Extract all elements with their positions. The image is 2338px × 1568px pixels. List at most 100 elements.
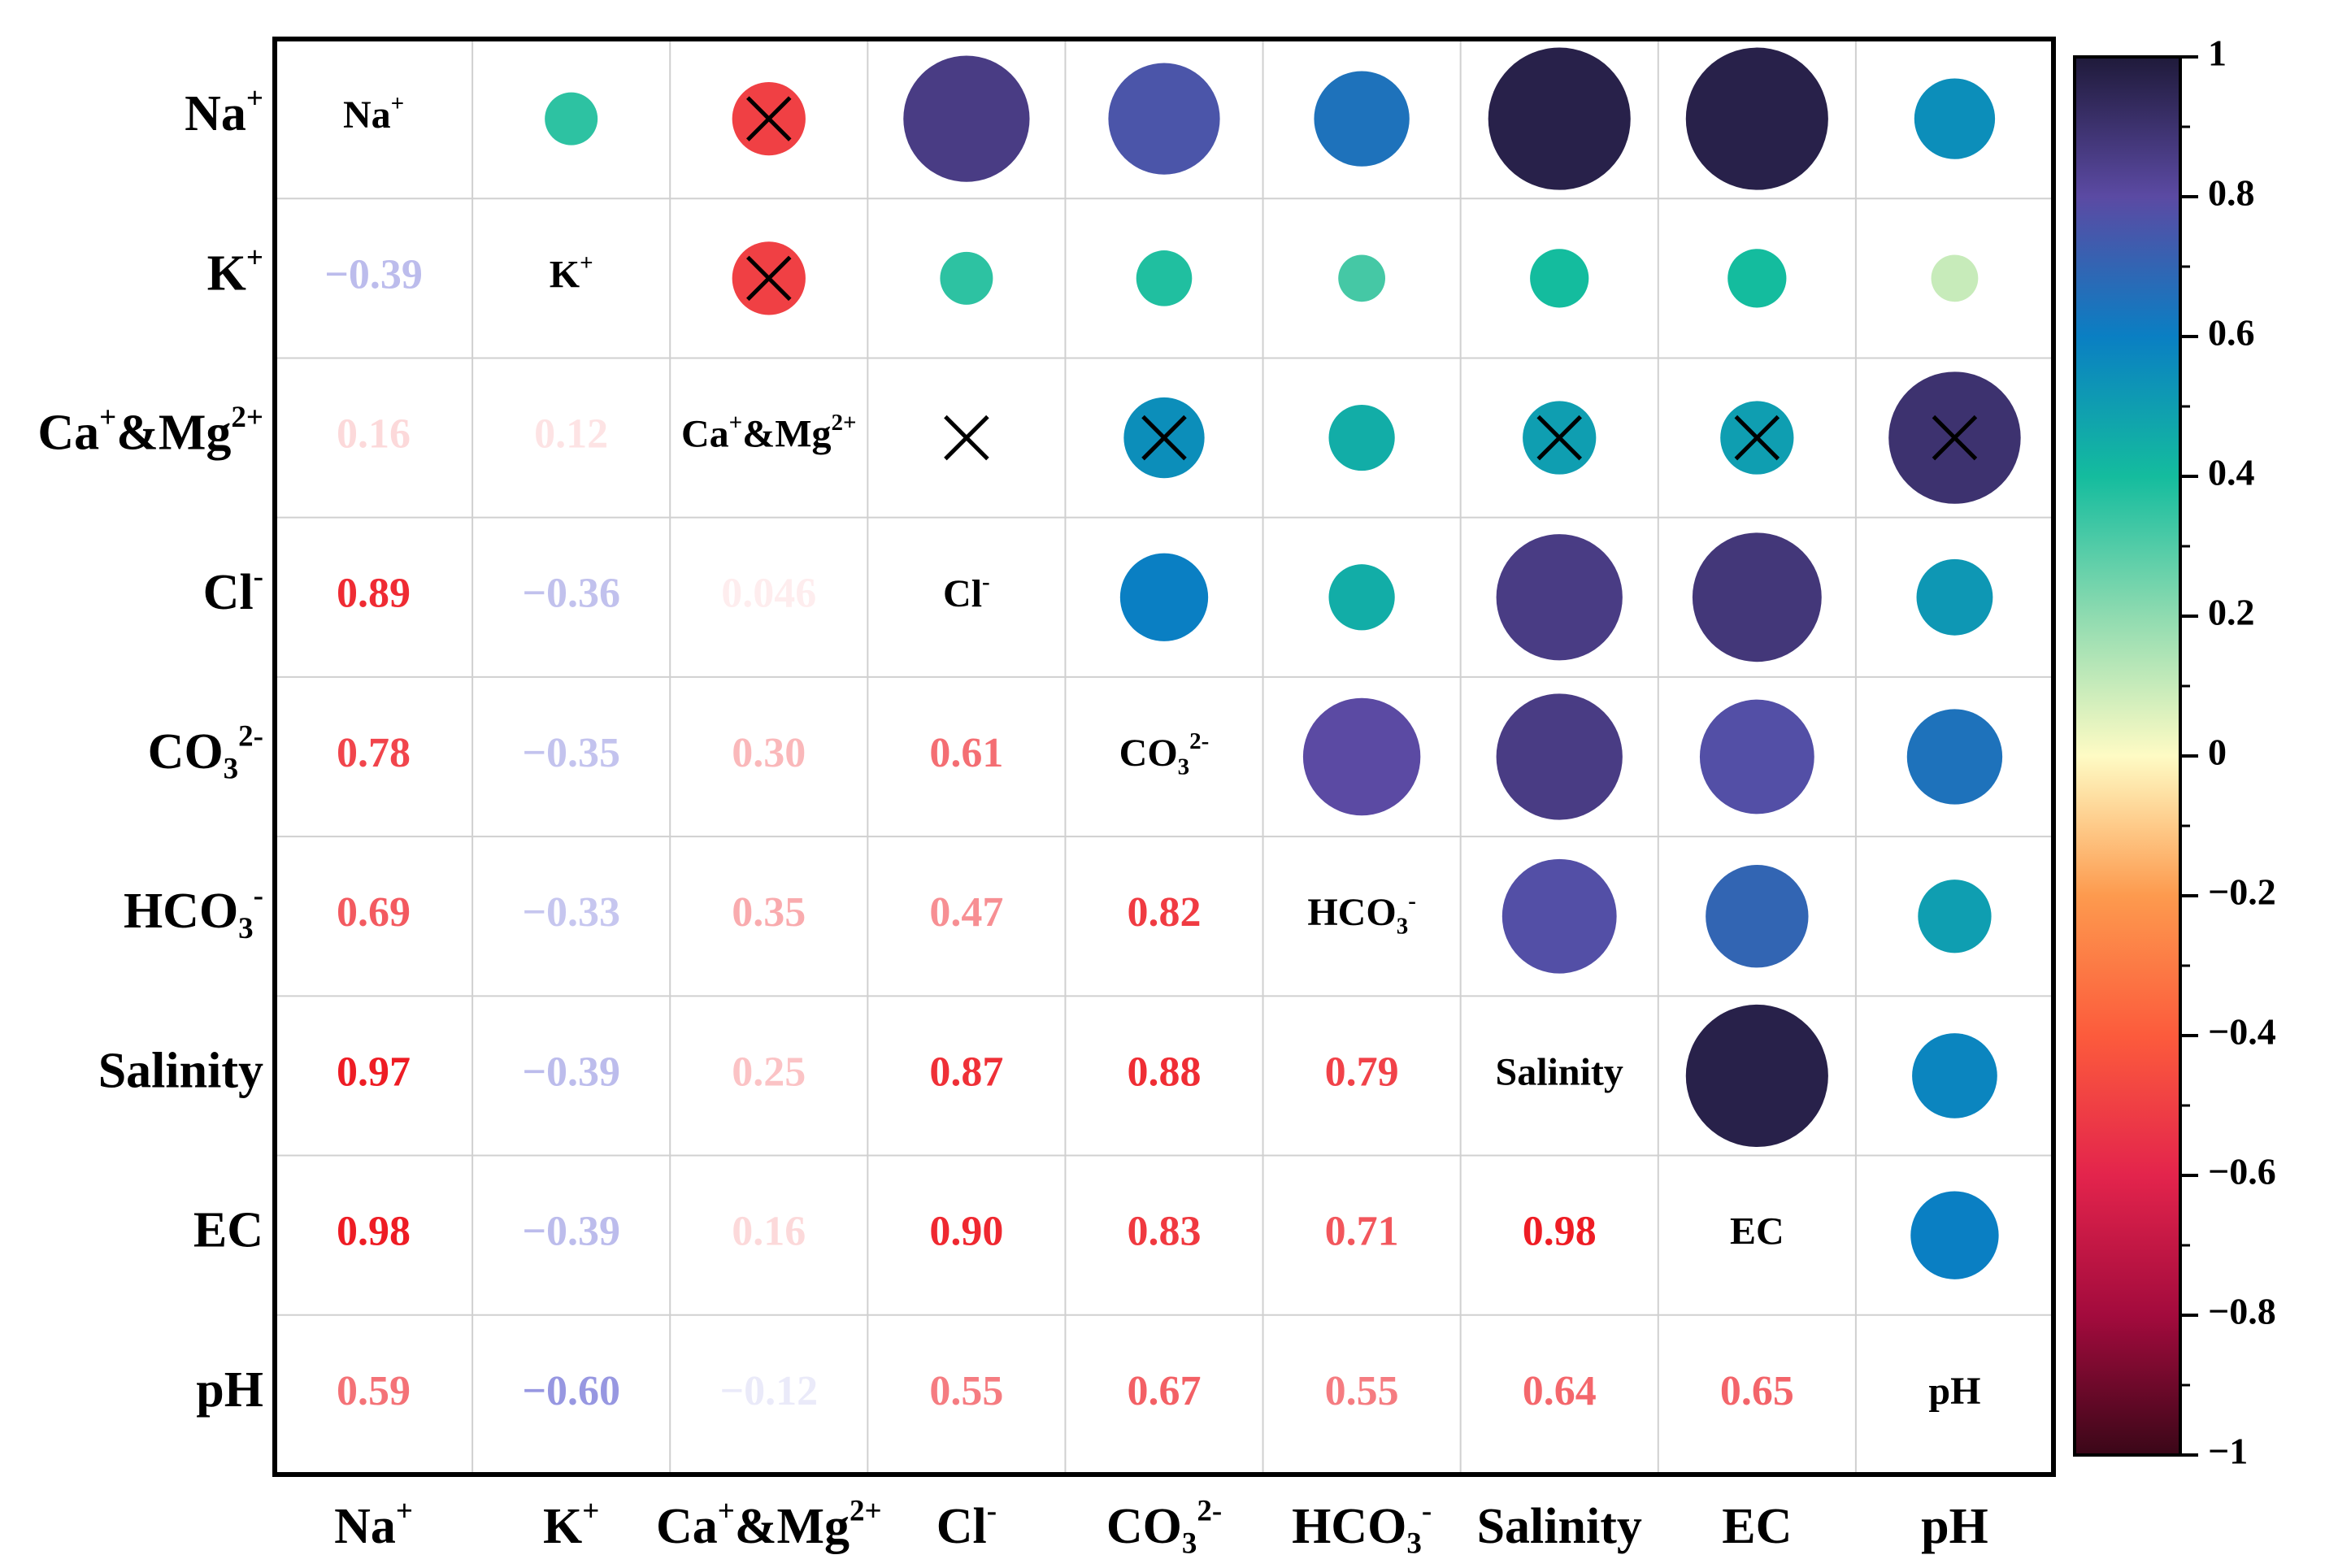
correlation-value: 0.67 xyxy=(1128,1368,1202,1414)
correlation-value: −0.36 xyxy=(522,571,620,617)
column-label: pH xyxy=(1921,1499,1988,1554)
correlation-value: 0.79 xyxy=(1325,1049,1399,1095)
correlation-value: 0.65 xyxy=(1720,1368,1794,1414)
correlation-value: 0.71 xyxy=(1325,1209,1399,1255)
correlation-circle xyxy=(1706,865,1809,968)
correlation-circle xyxy=(1685,47,1828,190)
correlation-value: −0.35 xyxy=(522,730,620,776)
correlation-value: 0.046 xyxy=(721,571,816,617)
correlation-value: 0.16 xyxy=(337,410,411,457)
correlation-circle xyxy=(1906,709,2003,805)
correlation-circle xyxy=(1685,1004,1828,1147)
correlation-value: 0.90 xyxy=(929,1209,1003,1255)
correlation-value: −0.12 xyxy=(719,1368,818,1414)
correlation-value: −0.39 xyxy=(522,1209,620,1255)
colorbar: 1 0.8 0.6 0.4 0.2 0 −0.2 −0.4 −0.6 −0.8 −1 xyxy=(2073,33,2276,1472)
correlation-value: 0.55 xyxy=(929,1368,1003,1414)
insignificant-mark xyxy=(1734,415,1780,461)
row-label: pH xyxy=(196,1362,263,1418)
correlation-value: 0.30 xyxy=(732,730,806,776)
column-label: Ca+&Mg2+ xyxy=(656,1495,882,1554)
diagonal-label: pH xyxy=(1928,1370,1980,1413)
row-label: HCO3- xyxy=(124,880,263,945)
correlation-circle xyxy=(1338,254,1385,302)
diagonal-label: EC xyxy=(1730,1210,1784,1253)
diagonal-label: HCO3- xyxy=(1307,888,1416,939)
correlation-circle xyxy=(1314,71,1410,167)
column-label: Na+ xyxy=(334,1495,413,1554)
correlation-circle xyxy=(1530,249,1589,308)
row-labels: Na+ K+ Ca+&Mg2+ Cl- CO32- HCO3- Salinity EC pH xyxy=(37,82,263,1418)
correlation-circle xyxy=(1328,404,1395,471)
colorbar-tick-label: 0.2 xyxy=(2208,592,2255,633)
correlation-value: 0.97 xyxy=(337,1049,411,1095)
insignificant-mark xyxy=(944,415,989,461)
correlation-value: 0.12 xyxy=(534,410,608,457)
correlation-circle xyxy=(940,251,993,305)
correlation-value: 0.83 xyxy=(1128,1209,1202,1255)
diagonal-label: Salinity xyxy=(1496,1050,1623,1093)
insignificant-mark xyxy=(746,255,792,302)
correlation-circle xyxy=(1699,699,1814,814)
colorbar-tick-label: −1 xyxy=(2208,1431,2248,1472)
row-label: Cl- xyxy=(203,561,263,620)
correlation-circle xyxy=(1914,78,1996,159)
correlation-circle xyxy=(1488,47,1631,190)
colorbar-tick-label: 0.6 xyxy=(2208,312,2255,354)
correlation-value: 0.82 xyxy=(1128,889,1202,936)
correlation-value: 0.61 xyxy=(929,730,1003,776)
colorbar-tick-label: −0.2 xyxy=(2208,871,2276,913)
column-label: EC xyxy=(1722,1499,1792,1554)
correlation-value: 0.64 xyxy=(1523,1368,1597,1414)
row-label: Ca+&Mg2+ xyxy=(37,401,263,460)
insignificant-mark xyxy=(1141,415,1187,461)
row-label: CO32- xyxy=(148,720,263,786)
diagonal-label: K+ xyxy=(550,250,593,296)
colorbar-tick-label: −0.4 xyxy=(2208,1011,2276,1053)
diagonal-label: Ca+&Mg2+ xyxy=(681,409,857,455)
correlation-circle xyxy=(1496,534,1623,661)
matrix-cells: Na+ −0.39 K+ 0.16 0.12 Ca+&Mg2+ 0.89 −0.36 0.046… xyxy=(324,47,2021,1414)
colorbar-tick-label: 0 xyxy=(2208,732,2227,773)
row-label: Salinity xyxy=(98,1044,263,1099)
correlation-value: 0.98 xyxy=(1523,1209,1597,1255)
correlation-value: 0.16 xyxy=(732,1209,806,1255)
correlation-circle xyxy=(1912,1033,1997,1118)
correlation-circle xyxy=(1496,693,1623,820)
correlation-value: −0.33 xyxy=(522,889,620,936)
correlation-circle xyxy=(1108,63,1220,175)
matrix-frame xyxy=(272,37,2056,1477)
correlation-value: 0.55 xyxy=(1325,1368,1399,1414)
correlation-circle xyxy=(1931,254,1979,302)
correlation-value: 0.69 xyxy=(337,889,411,936)
correlation-circle xyxy=(1910,1191,1999,1279)
correlation-value: 0.47 xyxy=(929,889,1003,936)
correlation-value: 0.78 xyxy=(337,730,411,776)
correlation-circle xyxy=(1328,564,1395,631)
correlation-value: 0.87 xyxy=(929,1049,1003,1095)
insignificant-mark xyxy=(746,96,792,141)
diagonal-label: Cl- xyxy=(943,569,990,615)
colorbar-tick-label: 1 xyxy=(2208,33,2227,74)
colorbar-tick-label: −0.6 xyxy=(2208,1151,2276,1192)
correlation-value: 0.35 xyxy=(732,889,806,936)
colorbar-gradient xyxy=(2073,55,2182,1457)
column-label: K+ xyxy=(543,1495,599,1554)
correlation-circle xyxy=(1727,249,1787,308)
correlation-value: −0.60 xyxy=(522,1368,620,1414)
row-label: K+ xyxy=(207,241,263,301)
correlation-value: 0.88 xyxy=(1128,1049,1202,1095)
correlation-circle xyxy=(1302,697,1421,816)
correlation-circle xyxy=(1692,532,1822,662)
colorbar-tick-label: 0.8 xyxy=(2208,172,2255,214)
correlation-circle xyxy=(545,92,598,146)
column-labels: Na+ K+ Ca+&Mg2+ Cl- CO32- HCO3- Salinity EC pH xyxy=(334,1495,1988,1561)
row-label: Na+ xyxy=(185,82,263,141)
insignificant-mark xyxy=(1932,415,1978,461)
correlation-value: 0.89 xyxy=(337,571,411,617)
colorbar-tick-label: 0.4 xyxy=(2208,452,2255,493)
correlation-value: −0.39 xyxy=(324,251,423,298)
correlation-value: 0.25 xyxy=(732,1049,806,1095)
correlation-circle xyxy=(1136,250,1193,306)
correlation-circle xyxy=(1918,880,1992,953)
